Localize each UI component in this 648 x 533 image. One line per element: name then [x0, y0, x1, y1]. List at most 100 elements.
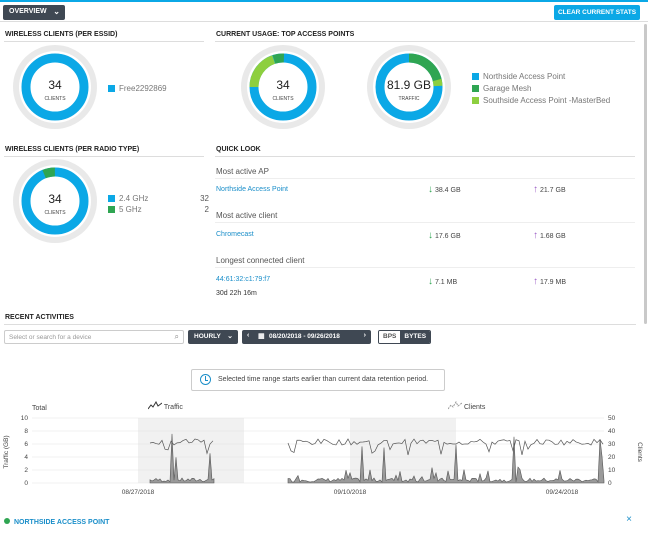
weekend-band	[138, 418, 244, 483]
legend-item-northside: Northside Access Point	[472, 72, 565, 81]
y-tick-right: 10	[608, 467, 616, 474]
legend-item-24ghz: 2.4 GHz	[108, 194, 148, 203]
most-active-ap-upload: ↑ 21.7 GB	[533, 184, 566, 195]
search-icon: ⌕	[174, 332, 179, 341]
arrow-up-icon: ↑	[533, 184, 538, 195]
divider	[215, 41, 635, 42]
legend-swatch	[108, 85, 115, 92]
unit-toggle: BPS BYTES	[378, 330, 432, 344]
y-tick-right: 20	[608, 454, 616, 461]
x-tick: 09/10/2018	[334, 489, 367, 496]
arrow-down-icon: ↓	[428, 230, 433, 241]
date-range-picker[interactable]: ‹ ▦ 08/20/2018 - 09/26/2018 ›	[242, 330, 371, 344]
y-tick-left: 4	[24, 454, 28, 461]
selected-ap-header[interactable]: NORTHSIDE ACCESS POINT	[4, 518, 109, 526]
unit-bps-button[interactable]: BPS	[379, 331, 401, 343]
legend-traffic-label: Traffic	[163, 404, 183, 411]
most-active-client-label: Most active client	[216, 211, 278, 220]
x-tick: 08/27/2018	[122, 489, 155, 496]
selected-ap-name: NORTHSIDE ACCESS POINT	[14, 519, 110, 526]
y-tick-right: 50	[608, 415, 616, 422]
donut-segment-southside	[249, 53, 317, 121]
donut-count: 34	[276, 78, 290, 92]
y-tick-left: 10	[21, 415, 29, 422]
donut-segment-5ghz	[21, 167, 89, 235]
upload-value: 21.7 GB	[539, 187, 566, 194]
donut-segment-southside	[375, 53, 443, 121]
donut-segment-24ghz	[21, 167, 89, 235]
arrow-up-icon: ↑	[533, 230, 538, 241]
scrollbar[interactable]	[644, 24, 647, 324]
status-dot-icon	[4, 518, 10, 524]
legend-item-5ghz: 5 GHz	[108, 205, 142, 214]
essid-donut-chart: 34 CLIENTS	[13, 45, 97, 129]
legend-value-5ghz: 2	[204, 205, 209, 214]
x-tick: 09/24/2018	[546, 489, 579, 496]
y-tick-left: 2	[24, 467, 28, 474]
clients-legend-icon	[447, 400, 463, 410]
weekend-band	[350, 418, 456, 483]
prev-range-icon[interactable]: ‹	[247, 332, 250, 339]
legend-swatch	[108, 195, 115, 202]
y-tick-right: 0	[608, 480, 612, 487]
arrow-up-icon: ↑	[533, 276, 538, 287]
unit-bytes-button[interactable]: BYTES	[400, 331, 431, 343]
legend-value-24ghz: 32	[200, 194, 209, 203]
legend-label: Garage Mesh	[483, 84, 532, 93]
divider	[215, 178, 635, 179]
section-title-quick-look: QUICK LOOK	[216, 146, 261, 153]
donut-unit: TRAFFIC	[398, 96, 419, 102]
most-active-client-download: ↓ 17.6 GB	[428, 230, 461, 241]
clear-current-stats-button[interactable]: CLEAR CURRENT STATS	[554, 5, 640, 20]
donut-unit: CLIENTS	[272, 96, 294, 102]
y-tick-right: 30	[608, 441, 616, 448]
divider	[4, 41, 204, 42]
longest-client-link[interactable]: 44:61:32:c1:79:f7	[216, 276, 271, 283]
legend-label: Northside Access Point	[483, 72, 566, 81]
section-title-essid: WIRELESS CLIENTS (PER ESSID)	[5, 31, 118, 38]
y-tick-left: 8	[24, 428, 28, 435]
legend-item-southside: Southside Access Point -MasterBed	[472, 96, 610, 105]
legend-swatch	[472, 97, 479, 104]
donut-segment-garage	[249, 53, 317, 121]
section-title-radio: WIRELESS CLIENTS (PER RADIO TYPE)	[5, 146, 140, 153]
notice-text: Selected time range starts earlier than …	[218, 376, 429, 383]
date-range-text: 08/20/2018 - 09/26/2018	[269, 333, 340, 340]
donut-segment-garage	[375, 53, 443, 121]
top-ap-traffic-donut: 81.9 GB TRAFFIC	[367, 45, 451, 129]
overview-dropdown[interactable]: OVERVIEW ⌄	[3, 5, 65, 20]
upload-value: 1.68 GB	[539, 233, 566, 240]
upload-value: 17.9 MB	[539, 279, 567, 286]
device-search-input[interactable]: Select or search for a device ⌕	[4, 330, 184, 344]
traffic-series-area	[149, 433, 605, 484]
donut-count: 34	[48, 78, 62, 92]
donut-segment-free2292869	[21, 53, 89, 121]
y-axis-left-label: Traffic (GB)	[3, 435, 10, 468]
y-tick-left: 6	[24, 441, 28, 448]
longest-client-label: Longest connected client	[216, 256, 305, 265]
divider	[4, 156, 204, 157]
legend-swatch	[472, 85, 479, 92]
most-active-client-link[interactable]: Chromecast	[216, 231, 254, 238]
divider	[215, 267, 635, 268]
donut-unit: CLIENTS	[44, 96, 66, 102]
interval-dropdown[interactable]: HOURLY ⌄	[188, 330, 238, 344]
divider	[4, 324, 636, 325]
overview-label: OVERVIEW	[9, 8, 47, 15]
interval-label: HOURLY	[194, 333, 221, 340]
close-icon[interactable]: ×	[626, 514, 632, 525]
most-active-client-upload: ↑ 1.68 GB	[533, 230, 566, 241]
longest-client-download: ↓ 7.1 MB	[428, 276, 457, 287]
download-value: 7.1 MB	[434, 279, 458, 286]
legend-label: Southside Access Point -MasterBed	[483, 96, 611, 105]
clients-series-line	[149, 438, 604, 456]
legend-swatch	[108, 206, 115, 213]
legend-label: Free2292869	[119, 84, 167, 93]
traffic-legend-icon	[147, 400, 163, 410]
most-active-ap-link[interactable]: Northside Access Point	[216, 186, 288, 193]
donut-traffic-value: 81.9 GB	[387, 78, 431, 92]
longest-client-duration: 30d 22h 16m	[216, 290, 257, 297]
next-range-icon[interactable]: ›	[363, 332, 366, 339]
legend-label: 5 GHz	[119, 205, 142, 214]
section-title-top-ap: CURRENT USAGE: TOP ACCESS POINTS	[216, 31, 355, 38]
